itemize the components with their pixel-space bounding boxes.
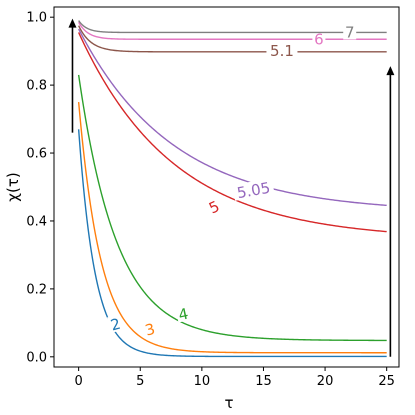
series-label-7: 7 [345,23,355,41]
series-label-group: 6 [312,30,326,48]
series-label-group: 3 [141,319,159,340]
x-tick-label: 0 [75,374,83,389]
series-label-background [141,319,159,339]
x-tick-label: 15 [255,374,272,389]
series-label-4: 4 [177,305,190,325]
series-label-group: 4 [175,304,192,325]
series-label-5-1: 5.1 [270,42,294,60]
y-tick-label: 0.2 [26,282,47,297]
series-label-group: 2 [106,314,124,335]
series-line-5-1 [78,25,387,53]
series-label-group: 5 [204,196,224,218]
x-tick-label: 25 [378,374,395,389]
axis-ticks: 0 5 10 15 20 250.00.20.40.60.81.0 [26,11,395,389]
y-tick-label: 0.6 [26,147,47,162]
series-label-group: 5.1 [266,42,298,60]
y-tick-label: 0.0 [26,350,47,365]
series-label-2: 2 [109,315,123,335]
x-tick-label: 10 [194,374,211,389]
series-label-3: 3 [143,320,157,340]
plot-frame [53,6,400,368]
x-tick-label: 5 [136,374,144,389]
series-label-6: 6 [314,30,324,48]
series-label-background [343,23,357,40]
series-line-7 [78,20,387,34]
series-label-background [175,304,192,323]
arrow-head [386,66,395,76]
series-label-group: 7 [343,23,357,41]
series-label-background [312,30,326,47]
series-line-6 [78,21,387,40]
series-line-5 [78,32,387,233]
y-tick-label: 1.0 [26,11,47,26]
plot-area: 2 34 5 5.05 5.1 6 7 [68,18,395,358]
series-label-background [232,178,275,201]
series-label-background [204,196,224,217]
series-line-2 [77,129,387,358]
y-tick-label: 0.4 [26,214,47,229]
series-label-background [266,42,298,59]
y-axis-label: χ(τ) [4,172,22,201]
series-line-4 [77,74,387,342]
y-tick-label: 0.8 [26,79,47,94]
series-label-background [106,314,124,333]
series-label-5-05: 5.05 [236,179,272,203]
x-axis-label: τ [224,394,233,412]
series-line-3 [77,102,387,354]
series-label-group: 5.05 [232,178,275,203]
series-line-5-05 [78,28,387,207]
arrow-head [68,18,77,28]
x-tick-label: 20 [317,374,334,389]
